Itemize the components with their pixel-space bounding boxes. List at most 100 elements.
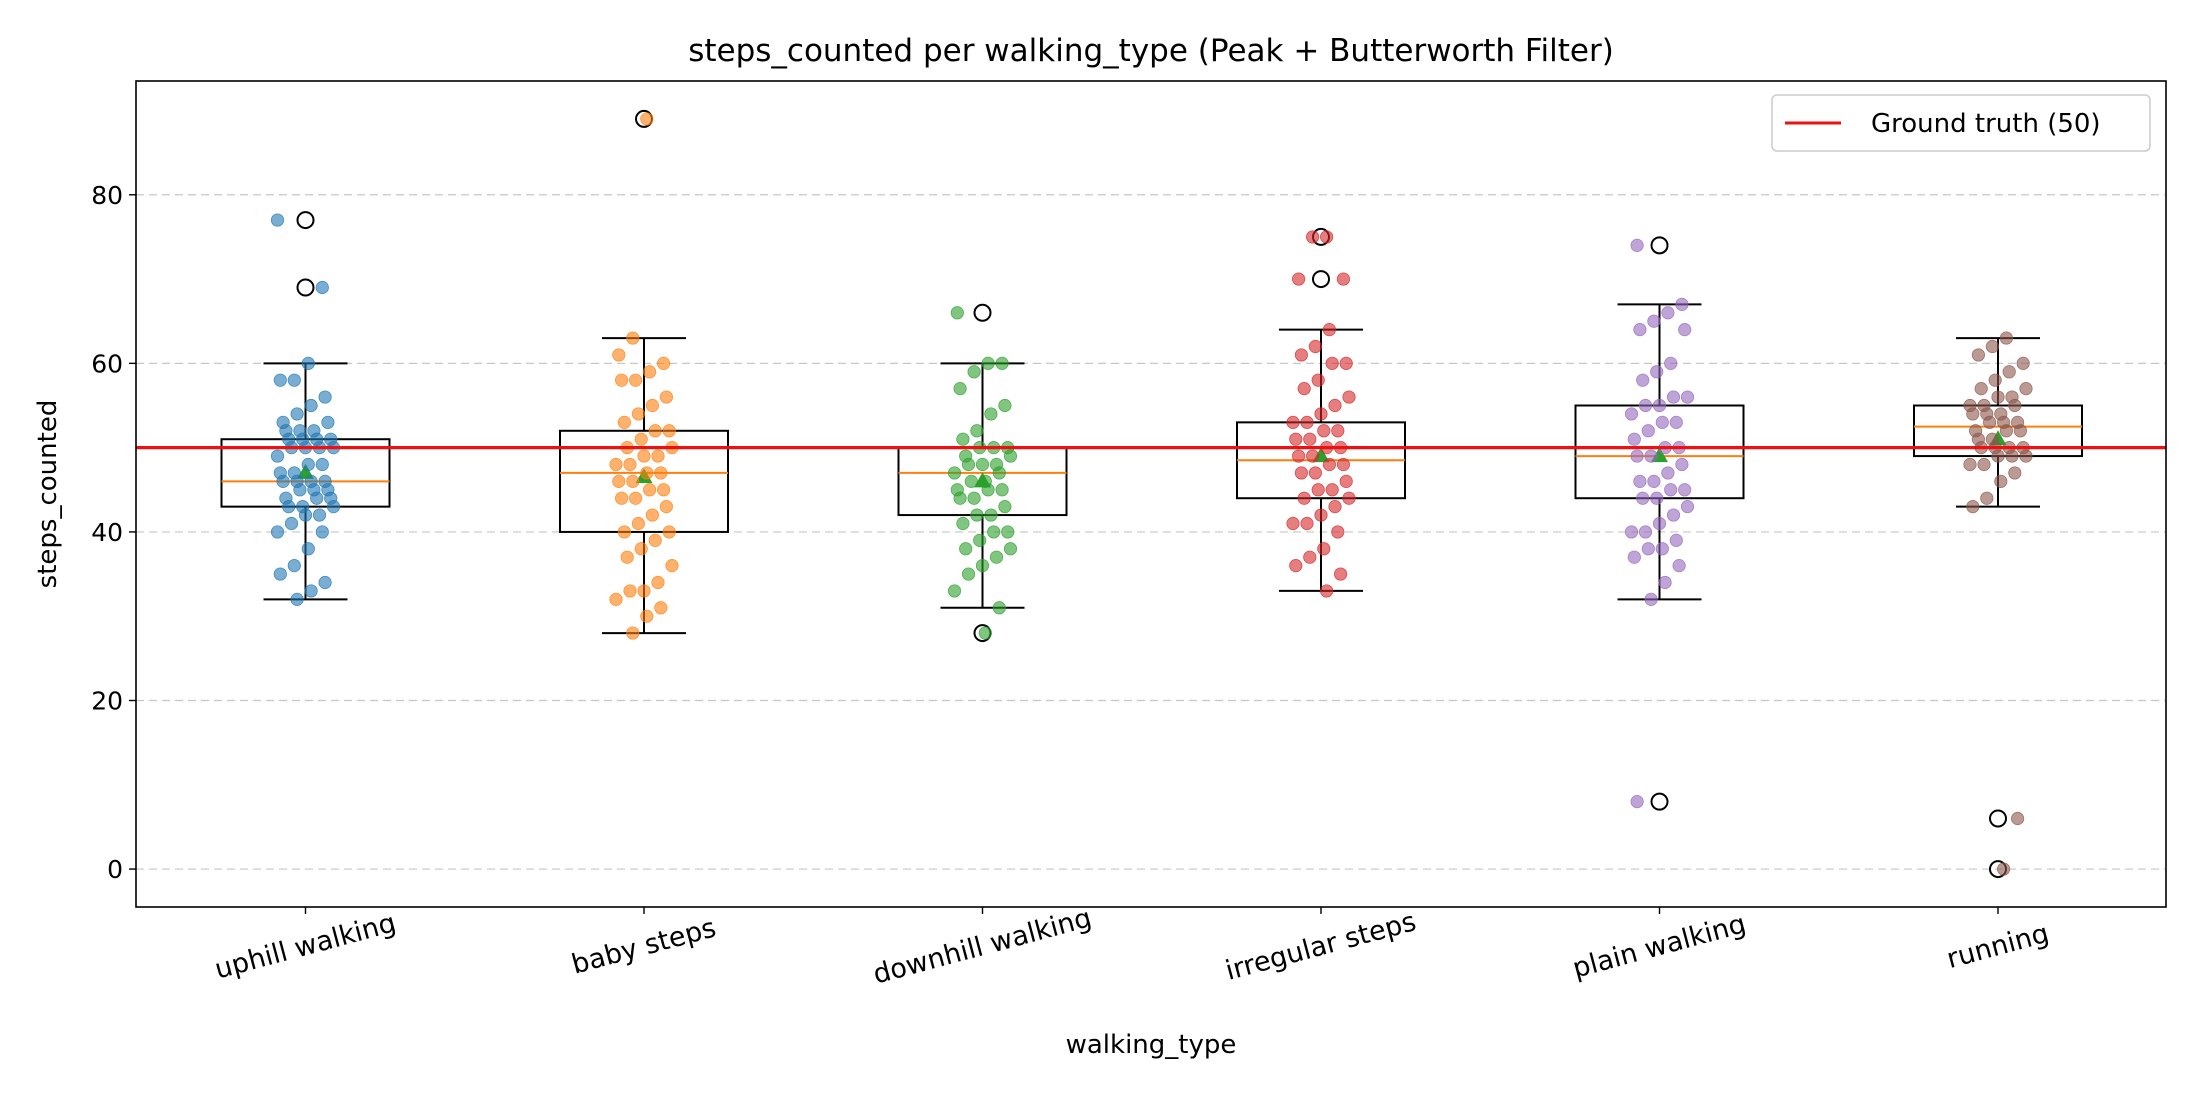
data-point — [642, 365, 657, 379]
data-point — [631, 516, 646, 531]
data-point — [617, 525, 632, 539]
data-point — [287, 373, 301, 387]
data-point — [1647, 314, 1661, 328]
data-point — [1966, 407, 1980, 421]
data-point — [1661, 466, 1675, 480]
data-point — [1336, 457, 1351, 472]
data-point — [1666, 508, 1681, 522]
x-tick-label: running — [1944, 918, 2053, 975]
data-point — [637, 449, 651, 463]
data-point — [301, 542, 315, 556]
data-point — [612, 474, 626, 488]
data-point — [967, 365, 981, 379]
data-point — [964, 474, 978, 488]
data-point — [1991, 390, 2005, 404]
data-point — [953, 382, 967, 396]
data-point — [614, 491, 629, 505]
data-point — [648, 424, 662, 438]
data-point — [612, 348, 626, 362]
data-point — [961, 567, 976, 581]
data-point — [992, 601, 1006, 615]
data-point — [628, 373, 643, 387]
data-point — [634, 542, 648, 556]
data-point — [956, 432, 970, 446]
data-point — [662, 424, 676, 438]
data-point — [1983, 415, 1997, 429]
data-point — [1328, 398, 1342, 413]
data-point — [1680, 500, 1695, 514]
data-point — [1001, 525, 1015, 539]
data-point — [2019, 382, 2033, 396]
data-point — [315, 457, 329, 472]
data-point — [301, 457, 315, 472]
data-point — [617, 415, 632, 429]
data-point — [970, 424, 984, 438]
data-point — [2016, 356, 2030, 370]
data-point — [1317, 424, 1331, 438]
data-point — [270, 525, 285, 539]
data-point — [1963, 457, 1977, 472]
data-point — [1633, 474, 1647, 488]
data-point — [1003, 542, 1018, 556]
data-point — [998, 398, 1012, 413]
chart-title: steps_counted per walking_type (Peak + B… — [688, 33, 1614, 69]
grid-lines — [136, 194, 2166, 870]
data-point — [631, 407, 646, 421]
data-point — [1331, 424, 1345, 438]
data-point — [995, 356, 1009, 370]
data-point — [276, 474, 290, 488]
data-point — [298, 508, 313, 522]
data-point — [623, 584, 637, 598]
data-point — [984, 407, 998, 421]
data-point — [2019, 449, 2033, 463]
data-point — [318, 390, 332, 404]
data-point — [1644, 592, 1658, 606]
data-point — [1669, 415, 1683, 429]
data-point — [995, 483, 1009, 497]
data-point — [1977, 457, 1991, 472]
data-point — [1997, 862, 2011, 876]
data-point — [970, 508, 984, 522]
outlier-marker — [1989, 809, 2007, 828]
data-point — [1661, 306, 1675, 320]
data-point — [318, 575, 332, 590]
data-point — [270, 213, 285, 227]
data-point — [640, 609, 654, 623]
data-point — [1630, 238, 1644, 252]
data-point — [1339, 356, 1353, 370]
data-point — [1666, 390, 1681, 404]
data-point — [1292, 449, 1306, 463]
outlier-marker — [973, 303, 992, 322]
y-tick-label: 40 — [91, 518, 123, 547]
data-point — [1342, 491, 1356, 505]
data-point — [1308, 466, 1323, 480]
data-point — [1991, 449, 2005, 463]
data-point — [282, 500, 296, 514]
data-point — [1988, 373, 2002, 387]
data-point — [634, 432, 648, 446]
data-point — [659, 500, 674, 514]
x-tick-label: irregular steps — [1222, 906, 1419, 987]
data-point — [975, 559, 990, 573]
data-point — [1300, 415, 1314, 429]
data-point — [950, 306, 964, 320]
data-point — [1003, 449, 1018, 463]
data-point — [290, 592, 304, 606]
outlier-marker — [1650, 792, 1669, 811]
data-point — [1303, 550, 1317, 564]
y-tick-label: 0 — [107, 855, 123, 884]
data-point — [1680, 390, 1695, 404]
data-point — [1652, 398, 1667, 413]
data-point — [2002, 365, 2016, 379]
data-points — [270, 112, 2033, 876]
data-point — [1322, 457, 1337, 472]
data-point — [1627, 550, 1641, 564]
data-point — [1638, 398, 1653, 413]
data-point — [1311, 373, 1325, 387]
x-axis-label: walking_type — [1066, 1030, 1237, 1060]
data-point — [1300, 516, 1314, 531]
data-point — [998, 500, 1012, 514]
data-point — [992, 466, 1006, 480]
data-point — [326, 500, 341, 514]
data-point — [1664, 483, 1678, 497]
